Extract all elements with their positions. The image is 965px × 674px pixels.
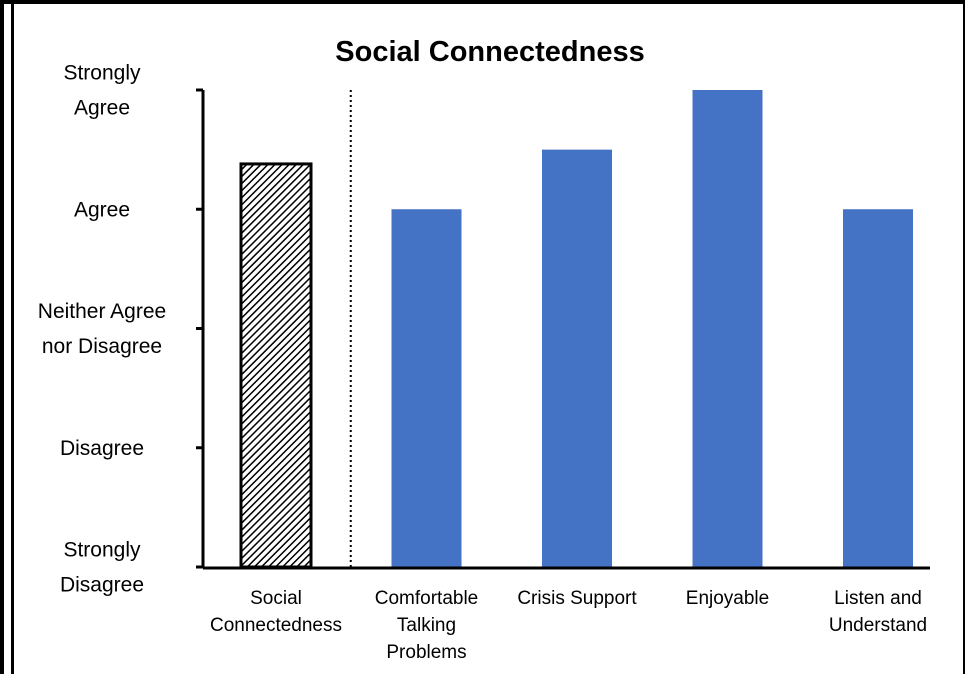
y-tick-label: Neither Agree nor Disagree: [38, 300, 166, 358]
x-tick-label: Social Connectedness: [210, 588, 342, 636]
x-tick-label: Crisis Support: [517, 588, 637, 609]
y-tick-label: Strongly Agree: [63, 62, 141, 120]
bar-1: [391, 209, 462, 567]
y-tick-labels: Strongly Disagree Disagree Neither Agree nor…: [38, 62, 166, 597]
bar-2: [542, 149, 612, 567]
frame-left-line: [11, 4, 14, 674]
y-tick-label: Disagree: [60, 437, 144, 460]
x-tick-label: Enjoyable: [686, 588, 769, 609]
y-tick-label: Strongly Disagree: [60, 539, 144, 597]
bar-3: [692, 90, 763, 567]
chart-title: Social Connectedness: [335, 36, 644, 68]
y-tick-label: Agree: [74, 198, 130, 221]
bar-4: [843, 209, 913, 567]
bar-0: [239, 162, 313, 569]
x-tick-label: Comfortable Talking Problems: [375, 588, 479, 663]
axes-group: [196, 88, 930, 570]
bars-group: [239, 90, 913, 569]
x-tick-label: Listen and Understand: [829, 588, 927, 636]
x-tick-labels: Social Connectedness Comfortable Talking Pro…: [210, 588, 927, 663]
